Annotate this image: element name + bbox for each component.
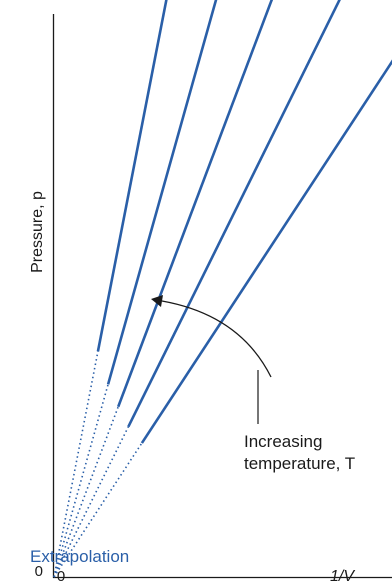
extrapolation-line-1 xyxy=(53,351,99,578)
x-axis-label: 1/V xyxy=(330,568,355,581)
x-origin-label: 0 xyxy=(57,568,65,581)
extrapolation-line-4 xyxy=(53,426,130,578)
isotherm-line-5 xyxy=(140,59,392,444)
series-layer xyxy=(53,0,392,578)
y-axis-label: Pressure, p xyxy=(29,191,46,273)
extrapolation-line-3 xyxy=(53,406,119,578)
isotherm-line-1 xyxy=(96,0,168,352)
increasing-temperature-arrow xyxy=(151,295,272,378)
y-origin-label: 0 xyxy=(35,563,43,580)
extrapolation-line-2 xyxy=(53,384,109,578)
annotation-temperature: temperature, T xyxy=(244,454,355,473)
isotherm-line-4 xyxy=(127,0,341,428)
annotation-increasing: Increasing xyxy=(244,432,322,451)
isotherm-line-2 xyxy=(106,0,218,385)
extrapolation-label: Extrapolation xyxy=(30,547,129,566)
isotherm-line-3 xyxy=(117,0,274,408)
